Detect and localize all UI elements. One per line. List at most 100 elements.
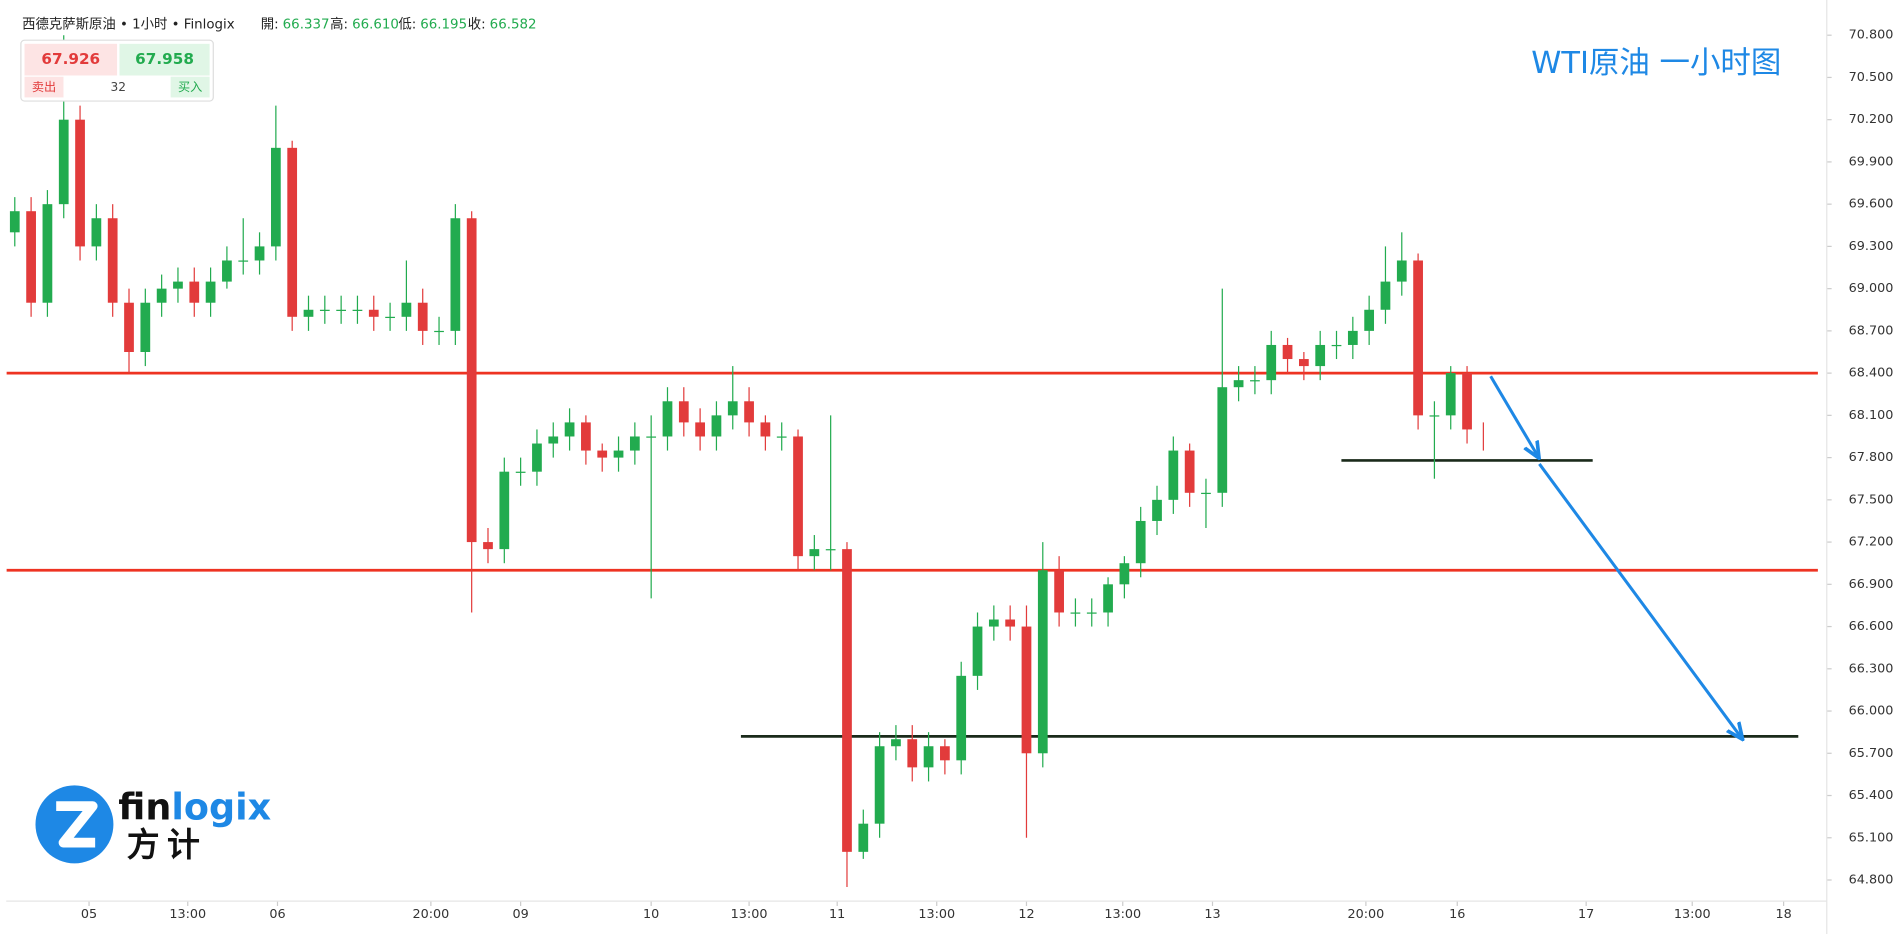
candle-body <box>319 309 330 311</box>
candle-body <box>1347 330 1358 345</box>
label: 收: <box>468 16 486 32</box>
value: 66.337 <box>283 17 330 32</box>
candle-body <box>401 302 412 317</box>
buy-box[interactable] <box>119 43 210 76</box>
x-tick-label: 05 <box>81 907 97 922</box>
value: 66.610 <box>352 17 399 32</box>
x-tick-label: 10 <box>643 907 659 922</box>
logo: finlogix 方计 <box>35 785 271 864</box>
candle-body <box>75 119 85 247</box>
x-tick-label: 13:00 <box>918 907 955 922</box>
candle-body <box>1103 584 1113 613</box>
candle-body <box>483 542 493 550</box>
candle-body <box>1331 344 1342 347</box>
candle-body <box>956 675 967 761</box>
candle-body <box>1299 359 1309 367</box>
candle-body <box>1217 387 1228 493</box>
candle-body <box>793 436 803 557</box>
y-tick-label: 67.800 <box>1849 450 1894 465</box>
candle-body <box>287 147 298 317</box>
y-tick-label: 65.400 <box>1849 788 1894 803</box>
x-tick-label: 09 <box>513 907 529 922</box>
x-tick-label: 16 <box>1449 907 1465 922</box>
y-tick-label: 66.300 <box>1849 661 1894 676</box>
candle-body <box>189 281 200 303</box>
chart-title: WTI原油 一小时图 <box>1531 46 1781 81</box>
candle-body <box>1201 492 1211 495</box>
candle-body <box>1152 499 1162 521</box>
x-tick-label: 12 <box>1018 907 1034 922</box>
y-tick-label: 69.000 <box>1849 281 1894 296</box>
buy-price[interactable]: 67.958 <box>135 50 194 68</box>
y-tick-label: 65.100 <box>1849 830 1894 845</box>
y-tick-label: 67.500 <box>1849 492 1894 507</box>
y-tick-label: 68.700 <box>1849 323 1894 338</box>
candle-body <box>1021 626 1032 754</box>
buy-btn[interactable] <box>170 76 210 98</box>
candle-body <box>662 401 673 437</box>
label: 高: <box>330 15 348 32</box>
candle-body <box>368 309 379 317</box>
y-tick-label: 66.000 <box>1849 704 1894 719</box>
y-tick-label: 70.200 <box>1849 112 1894 127</box>
candle-body <box>1070 612 1081 614</box>
candle-body <box>434 330 444 333</box>
y-tick-label: 70.500 <box>1849 70 1894 85</box>
candle-body <box>1380 281 1391 310</box>
candle-body <box>1005 619 1016 627</box>
candle-body <box>825 549 836 551</box>
sell-btn[interactable] <box>24 76 64 98</box>
value: 66.582 <box>490 17 537 32</box>
candle-body <box>564 422 575 437</box>
x-tick-label: 06 <box>269 907 285 922</box>
candle-body <box>156 288 167 303</box>
y-tick-label: 69.600 <box>1849 197 1894 212</box>
candle-body <box>1429 415 1440 417</box>
candle-body <box>1250 380 1260 382</box>
candle-body <box>238 260 249 262</box>
x-tick-label: 17 <box>1578 907 1594 922</box>
y-tick-label: 68.100 <box>1849 408 1894 423</box>
logo-cn: 方计 <box>127 825 207 864</box>
logo-icon <box>56 801 98 848</box>
candle-body <box>91 218 102 247</box>
x-tick-label: 18 <box>1775 907 1791 922</box>
candle-body <box>352 309 363 311</box>
sell-price[interactable]: 67.926 <box>41 50 100 68</box>
candle-body <box>417 302 428 331</box>
x-tick-label: 11 <box>829 907 845 922</box>
sell-box[interactable] <box>24 43 118 76</box>
candle-body <box>1086 612 1097 614</box>
candle-body <box>58 119 69 205</box>
spread: 32 <box>111 80 126 94</box>
candle-body <box>385 316 395 319</box>
buy[interactable]: 买入 <box>178 80 202 94</box>
candle-body <box>466 218 477 543</box>
sell[interactable]: 卖出 <box>32 80 56 94</box>
candle-body <box>629 436 640 451</box>
candle-body <box>1396 260 1407 282</box>
label: 開: <box>261 17 279 32</box>
candle-body <box>776 436 787 438</box>
candle-body <box>107 218 118 303</box>
candle-body <box>744 401 754 423</box>
header: 西德克萨斯原油 • 1小时 • Finlogix 開: 66.337 高: 66… <box>22 15 536 32</box>
x-tick-label: 13 <box>1204 907 1220 922</box>
candle-body <box>711 415 722 437</box>
candle-body <box>613 450 624 458</box>
symbol: 西德克萨斯原油 • 1小时 • Finlogix <box>22 16 235 32</box>
candle-body <box>303 309 314 317</box>
candle-body <box>1462 373 1472 430</box>
x-tick-label: 13:00 <box>1104 907 1141 922</box>
candle-body <box>205 281 216 303</box>
candle-body <box>1364 309 1375 331</box>
y-tick-label: 68.400 <box>1849 366 1894 381</box>
x-tick-label: 13:00 <box>1674 907 1711 922</box>
candle-body <box>597 450 608 458</box>
logo-a: fin <box>118 785 171 828</box>
candle-body <box>254 246 265 261</box>
candle-body <box>1315 344 1326 367</box>
candle-body <box>1135 520 1146 564</box>
arrow <box>1538 463 1741 738</box>
